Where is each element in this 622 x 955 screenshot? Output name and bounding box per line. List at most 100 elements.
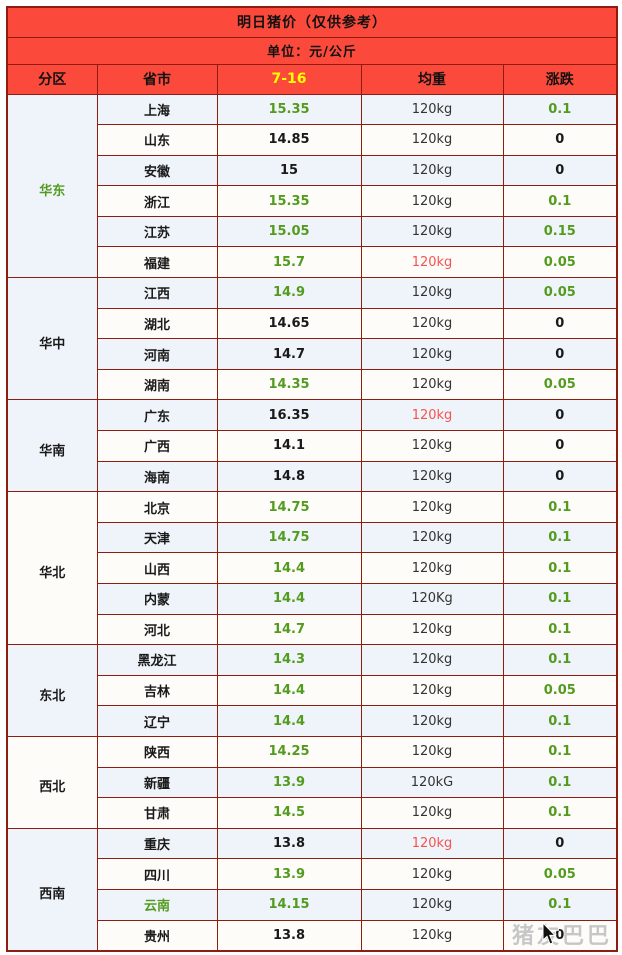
change-cell: 0.1	[502, 797, 618, 829]
table-row: 湖南 14.35 120kg 0.05	[7, 368, 618, 401]
table-row: 安徽 15 120kg 0	[7, 154, 618, 187]
price-cell: 14.15	[216, 888, 362, 921]
province-cell: 天津	[96, 521, 218, 554]
table-row: 西南 重庆 13.8 120kg 0	[6, 827, 618, 952]
province-cell: 安徽	[96, 154, 218, 187]
price-cell: 14.8	[216, 460, 362, 493]
change-cell: 0	[502, 460, 618, 493]
table-row: 云南 14.15 120kg 0.1	[7, 888, 618, 921]
price-cell: 14.1	[216, 430, 362, 462]
weight-cell: 120kg	[360, 552, 504, 584]
weight-cell: 120kG	[360, 766, 504, 799]
weight-cell: 120kg	[360, 399, 504, 432]
price-table-body: 华东 上海 15.35 120kg 0.1 山东 14.85 120kg 0 安徽 15 120kg 0…	[6, 93, 618, 952]
price-cell: 14.35	[216, 368, 362, 401]
province-cell: 黑龙江	[96, 644, 218, 676]
weight-cell: 120kg	[360, 613, 504, 646]
price-cell: 14.5	[216, 797, 362, 829]
mouse-cursor-icon	[542, 923, 557, 945]
price-cell: 14.4	[216, 552, 362, 584]
region-cell: 华中	[6, 277, 98, 401]
weight-cell: 120kg	[360, 674, 504, 707]
province-cell: 辽宁	[96, 705, 218, 737]
region-cell: 西北	[6, 735, 98, 829]
table-row: 浙江 15.35 120kg 0.1	[7, 185, 618, 217]
price-cell: 14.7	[216, 613, 362, 646]
change-cell: 0	[502, 307, 618, 340]
change-cell: 0.1	[502, 552, 618, 584]
table-row: 内蒙 14.4 120Kg 0.1	[7, 583, 618, 615]
column-header-row: 分区 省市 7-16 均重 涨跌	[6, 63, 618, 95]
table-row: 贵州 13.8 120kg 0	[7, 919, 618, 952]
table-row: 华南 广东 16.35 120kg 0	[6, 399, 618, 493]
province-cell: 新疆	[96, 766, 218, 799]
region-cell: 华北	[6, 491, 98, 646]
change-cell: 0.1	[502, 521, 618, 554]
table-row: 山东 14.85 120kg 0	[7, 124, 618, 156]
province-cell: 广东	[96, 399, 218, 432]
province-cell: 山东	[96, 124, 218, 156]
province-cell: 江西	[96, 277, 218, 309]
weight-cell: 120kg	[360, 521, 504, 554]
unit-row: 单位：元/公斤	[6, 36, 618, 65]
table-row: 华北 北京 14.75 120kg 0.1	[6, 491, 618, 646]
change-cell: 0.1	[502, 93, 618, 126]
price-cell: 15.35	[216, 185, 362, 217]
province-cell: 吉林	[96, 674, 218, 707]
table-title: 明日猪价（仅供参考）	[6, 6, 618, 38]
weight-cell: 120kg	[360, 858, 504, 890]
region-cell: 西南	[6, 827, 98, 952]
province-cell: 四川	[96, 858, 218, 890]
price-cell: 13.8	[216, 919, 362, 952]
table-row: 河南 14.7 120kg 0	[7, 338, 618, 370]
table-row: 甘肃 14.5 120kg 0.1	[7, 797, 618, 829]
change-cell: 0	[502, 399, 618, 432]
change-cell: 0.05	[502, 674, 618, 707]
change-cell: 0.1	[502, 735, 618, 768]
change-cell: 0.05	[502, 858, 618, 890]
price-cell: 13.9	[216, 766, 362, 799]
change-cell: 0.05	[502, 277, 618, 309]
change-cell: 0	[502, 430, 618, 462]
table-row: 广西 14.1 120kg 0	[7, 430, 618, 462]
price-cell: 14.7	[216, 338, 362, 370]
price-cell: 14.75	[216, 521, 362, 554]
weight-cell: 120kg	[360, 307, 504, 340]
weight-cell: 120kg	[360, 919, 504, 952]
province-cell: 湖南	[96, 368, 218, 401]
change-cell: 0.1	[502, 613, 618, 646]
weight-cell: 120kg	[360, 185, 504, 217]
province-cell: 云南	[96, 888, 218, 921]
province-cell: 上海	[96, 93, 218, 126]
col-header-weight: 均重	[360, 63, 504, 95]
change-cell: 0.1	[502, 888, 618, 921]
province-cell: 海南	[96, 460, 218, 493]
change-cell: 0.1	[502, 766, 618, 799]
price-cell: 14.65	[216, 307, 362, 340]
col-header-province: 省市	[96, 63, 218, 95]
province-cell: 广西	[96, 430, 218, 462]
weight-cell: 120kg	[360, 797, 504, 829]
price-cell: 15.05	[216, 215, 362, 248]
table-row: 江苏 15.05 120kg 0.15	[7, 215, 618, 248]
change-cell: 0.1	[502, 185, 618, 217]
change-cell: 0.05	[502, 246, 618, 279]
table-row: 西北 陕西 14.25 120kg 0.1	[6, 735, 618, 829]
weight-cell: 120kg	[360, 368, 504, 401]
weight-cell: 120kg	[360, 215, 504, 248]
price-cell: 14.85	[216, 124, 362, 156]
province-cell: 福建	[96, 246, 218, 279]
change-cell: 0.1	[502, 583, 618, 615]
change-cell: 0	[502, 124, 618, 156]
price-cell: 15.35	[216, 93, 362, 126]
change-cell: 0.15	[502, 215, 618, 248]
change-cell: 0.1	[502, 491, 618, 523]
table-row: 华东 上海 15.35 120kg 0.1	[6, 93, 618, 279]
weight-cell: 120Kg	[360, 583, 504, 615]
price-cell: 16.35	[216, 399, 362, 432]
province-cell: 山西	[96, 552, 218, 584]
price-cell: 13.9	[216, 858, 362, 890]
table-row: 辽宁 14.4 120kg 0.1	[7, 705, 618, 737]
weight-cell: 120kg	[360, 338, 504, 370]
table-row: 山西 14.4 120kg 0.1	[7, 552, 618, 584]
